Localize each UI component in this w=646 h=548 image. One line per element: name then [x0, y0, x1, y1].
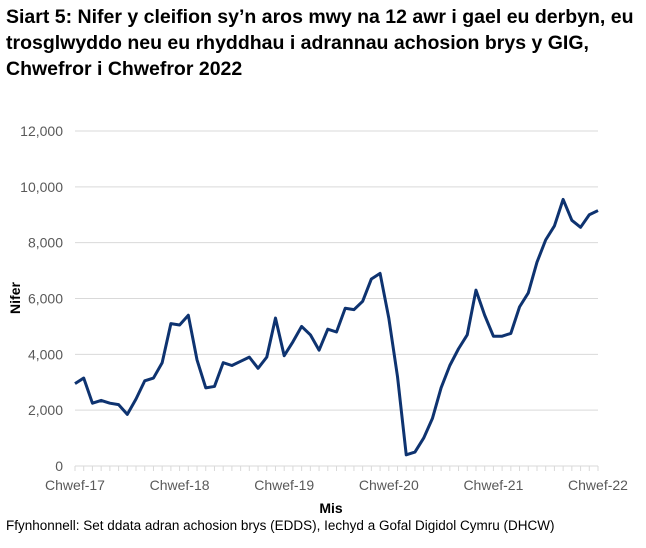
source-note: Ffynhonnell: Set ddata adran achosion br… [6, 518, 555, 533]
x-tick-label: Chwef-20 [359, 477, 419, 493]
data-line [74, 197, 599, 457]
y-tick-label: 12,000 [20, 123, 63, 139]
x-axis: Chwef-17 Chwef-18 Chwef-19 Chwef-20 Chwef-21… [45, 465, 628, 493]
y-tick-label: 4,000 [28, 346, 63, 362]
y-tick-label: 8,000 [28, 235, 63, 251]
x-tick-label: Chwef-21 [463, 477, 523, 493]
y-tick-label: 0 [55, 458, 63, 474]
y-axis-label: Nifer [7, 282, 23, 314]
chart-title: Siart 5: Nifer y cleifion sy’n aros mwy … [6, 6, 634, 80]
x-tick-label: Chwef-19 [254, 477, 314, 493]
x-axis-label: Mis [319, 500, 343, 516]
x-tick-label: Chwef-18 [150, 477, 210, 493]
gridlines [75, 130, 598, 411]
y-tick-label: 6,000 [28, 291, 63, 307]
x-tick-label: Chwef-22 [568, 477, 628, 493]
x-tick-label: Chwef-17 [45, 477, 105, 493]
y-tick-label: 10,000 [20, 179, 63, 195]
y-tick-label: 2,000 [28, 402, 63, 418]
y-axis-ticks: 0 2,000 4,000 6,000 8,000 10,000 12,000 [20, 123, 63, 474]
series-line [74, 197, 599, 457]
